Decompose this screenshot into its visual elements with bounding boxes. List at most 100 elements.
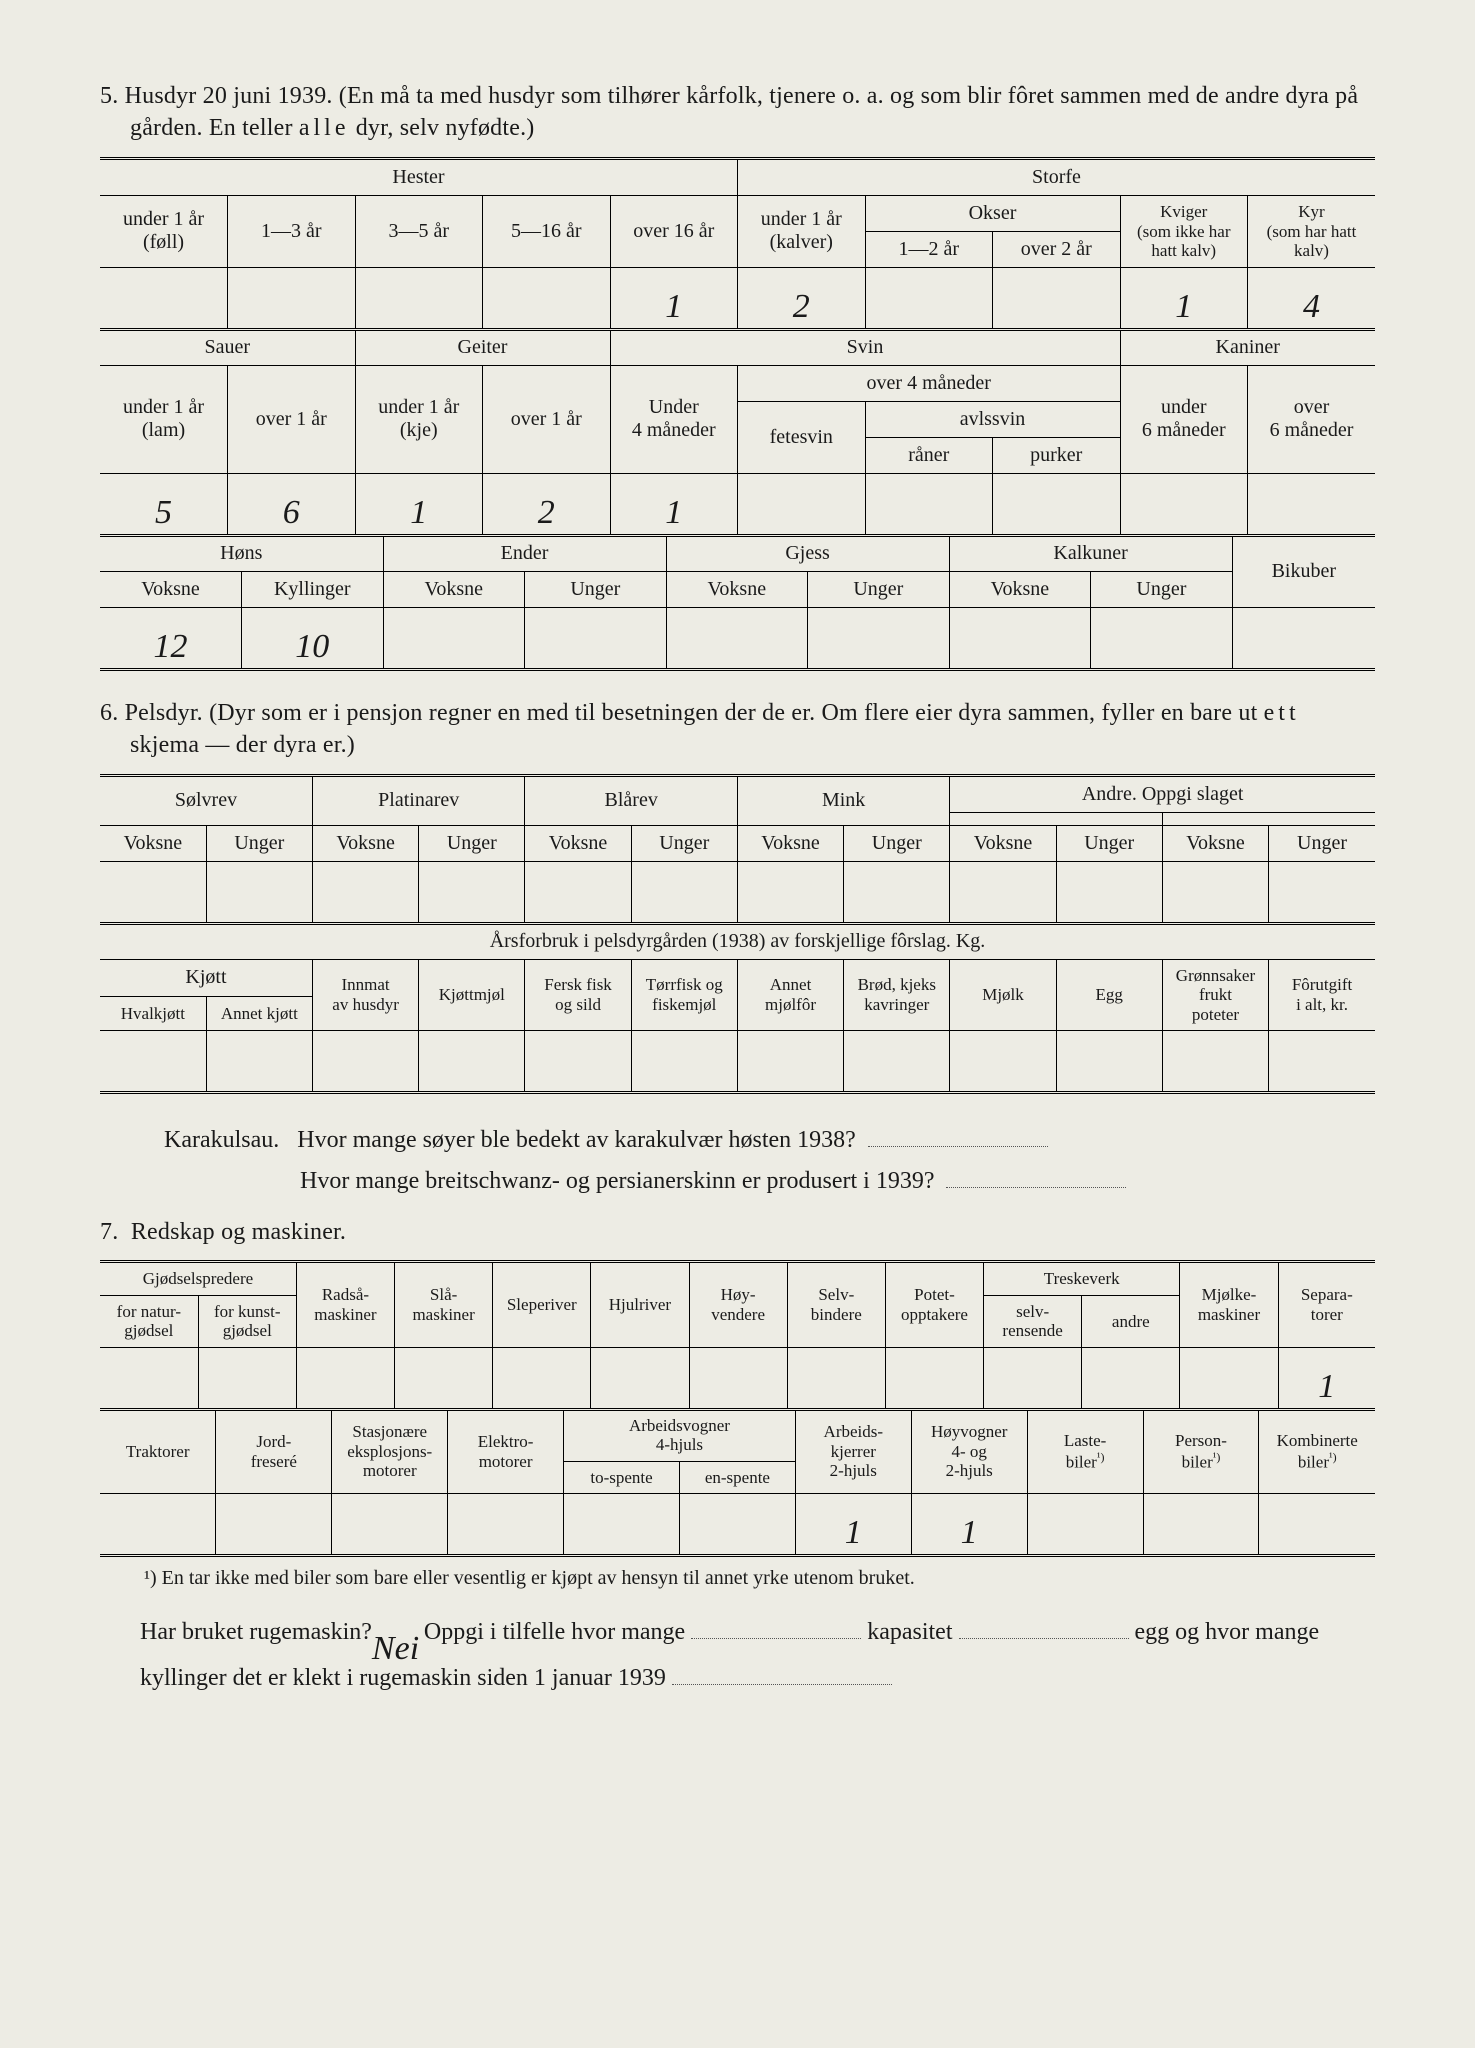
col-p-3v: Voksne	[525, 825, 631, 861]
cell-p-7[interactable]	[737, 861, 843, 923]
cell-f-11[interactable]	[1162, 1031, 1268, 1093]
cell-r1-6[interactable]	[591, 1347, 689, 1409]
col-gronn: Grønnsaker frukt poteter	[1162, 959, 1268, 1031]
cell-fowl-5[interactable]	[666, 607, 808, 669]
cell-fowl-2[interactable]: 10	[242, 607, 384, 669]
blank-hvor-mange[interactable]	[691, 1614, 861, 1639]
cell-hs-6[interactable]: 2	[738, 267, 866, 329]
cell-fowl-7[interactable]	[949, 607, 1091, 669]
cell-r2-2[interactable]	[216, 1494, 332, 1556]
col-natur: for natur- gjødsel	[100, 1295, 198, 1347]
rugemaskin-answer[interactable]: Nei	[372, 1617, 419, 1682]
cell-sg-2[interactable]: 6	[228, 473, 356, 535]
cell-sg-7[interactable]	[865, 473, 993, 535]
cell-f-8[interactable]	[844, 1031, 950, 1093]
cell-hs-2[interactable]	[228, 267, 356, 329]
cell-r1-8[interactable]	[787, 1347, 885, 1409]
cell-r2-8[interactable]: 1	[911, 1494, 1027, 1556]
cell-r1-3[interactable]	[296, 1347, 394, 1409]
cell-r2-4[interactable]	[448, 1494, 564, 1556]
cell-f-5[interactable]	[525, 1031, 631, 1093]
cell-r2-5[interactable]	[564, 1494, 680, 1556]
cell-hs-1[interactable]	[100, 267, 228, 329]
cell-f-4[interactable]	[419, 1031, 525, 1093]
cell-f-7[interactable]	[737, 1031, 843, 1093]
section-6-heading: 6. Pelsdyr. (Dyr som er i pensjon regner…	[100, 697, 1375, 762]
cell-hs-10[interactable]: 4	[1248, 267, 1376, 329]
col-personbiler: Person- biler¹)	[1143, 1410, 1259, 1494]
cell-fowl-6[interactable]	[808, 607, 950, 669]
karakul-blank-1[interactable]	[868, 1122, 1048, 1147]
cell-hs-8[interactable]	[993, 267, 1121, 329]
cell-p-11[interactable]	[1162, 861, 1268, 923]
cell-fowl-9[interactable]	[1232, 607, 1375, 669]
cell-sg-1[interactable]: 5	[100, 473, 228, 535]
col-p-4u: Unger	[844, 825, 950, 861]
cell-p-9[interactable]	[950, 861, 1056, 923]
cell-hs-5[interactable]: 1	[610, 267, 738, 329]
cell-r1-13[interactable]: 1	[1278, 1347, 1375, 1409]
cell-r1-12[interactable]	[1180, 1347, 1278, 1409]
cell-r2-9[interactable]	[1027, 1494, 1143, 1556]
cell-p-6[interactable]	[631, 861, 737, 923]
cell-r1-9[interactable]	[885, 1347, 983, 1409]
cell-sg-5[interactable]: 1	[610, 473, 738, 535]
cell-r1-7[interactable]	[689, 1347, 787, 1409]
cell-hs-3[interactable]	[355, 267, 483, 329]
cell-sg-3[interactable]: 1	[355, 473, 483, 535]
cell-f-6[interactable]	[631, 1031, 737, 1093]
cell-sg-10[interactable]	[1248, 473, 1376, 535]
cell-hs-9[interactable]: 1	[1120, 267, 1248, 329]
cell-sg-8[interactable]	[993, 473, 1121, 535]
cell-r2-11[interactable]	[1259, 1494, 1375, 1556]
cell-f-12[interactable]	[1269, 1031, 1375, 1093]
col-ender-unger: Unger	[525, 571, 667, 607]
karakul-block: Karakulsau. Hvor mange søyer ble bedekt …	[100, 1120, 1375, 1202]
cell-fowl-1[interactable]: 12	[100, 607, 242, 669]
cell-r2-6[interactable]	[679, 1494, 795, 1556]
cell-p-2[interactable]	[206, 861, 312, 923]
cell-fowl-8[interactable]	[1091, 607, 1233, 669]
cell-r1-1[interactable]	[100, 1347, 198, 1409]
cell-r1-4[interactable]	[395, 1347, 493, 1409]
cell-p-3[interactable]	[312, 861, 418, 923]
blank-kapasitet[interactable]	[959, 1614, 1129, 1639]
cell-r2-10[interactable]	[1143, 1494, 1259, 1556]
cell-p-5[interactable]	[525, 861, 631, 923]
col-kunst: for kunst- gjødsel	[198, 1295, 296, 1347]
cell-andre-slag-2[interactable]	[1162, 812, 1375, 825]
cell-r1-10[interactable]	[984, 1347, 1082, 1409]
cell-hs-7[interactable]	[865, 267, 993, 329]
cell-r2-7[interactable]: 1	[795, 1494, 911, 1556]
col-en-spente: en-spente	[679, 1461, 795, 1494]
cell-p-10[interactable]	[1056, 861, 1162, 923]
cell-r1-11[interactable]	[1082, 1347, 1180, 1409]
cell-p-4[interactable]	[419, 861, 525, 923]
cell-p-1[interactable]	[100, 861, 206, 923]
cell-f-9[interactable]	[950, 1031, 1056, 1093]
cell-p-8[interactable]	[844, 861, 950, 923]
cell-fowl-3[interactable]	[383, 607, 525, 669]
section-5-tail: dyr, selv nyfødte.)	[350, 115, 535, 141]
cell-f-10[interactable]	[1056, 1031, 1162, 1093]
blank-kyllinger[interactable]	[672, 1660, 892, 1685]
cell-f-2[interactable]	[206, 1031, 312, 1093]
cell-r2-3[interactable]	[332, 1494, 448, 1556]
cell-r2-1[interactable]	[100, 1494, 216, 1556]
cell-sg-6[interactable]	[738, 473, 866, 535]
karakul-blank-2[interactable]	[946, 1163, 1126, 1188]
cell-andre-slag-1[interactable]	[950, 812, 1162, 825]
cell-r1-5[interactable]	[493, 1347, 591, 1409]
cell-sg-9[interactable]	[1120, 473, 1248, 535]
cell-r1-2[interactable]	[198, 1347, 296, 1409]
group-hons: Høns	[100, 536, 383, 572]
cell-sg-4[interactable]: 2	[483, 473, 611, 535]
cell-hs-4[interactable]	[483, 267, 611, 329]
cell-f-3[interactable]	[312, 1031, 418, 1093]
col-kanin-over6: over 6 måneder	[1248, 365, 1376, 473]
group-gjodsel: Gjødselspredere	[100, 1262, 296, 1296]
cell-p-12[interactable]	[1269, 861, 1375, 923]
cell-f-1[interactable]	[100, 1031, 206, 1093]
col-p-3u: Unger	[631, 825, 737, 861]
cell-fowl-4[interactable]	[525, 607, 667, 669]
